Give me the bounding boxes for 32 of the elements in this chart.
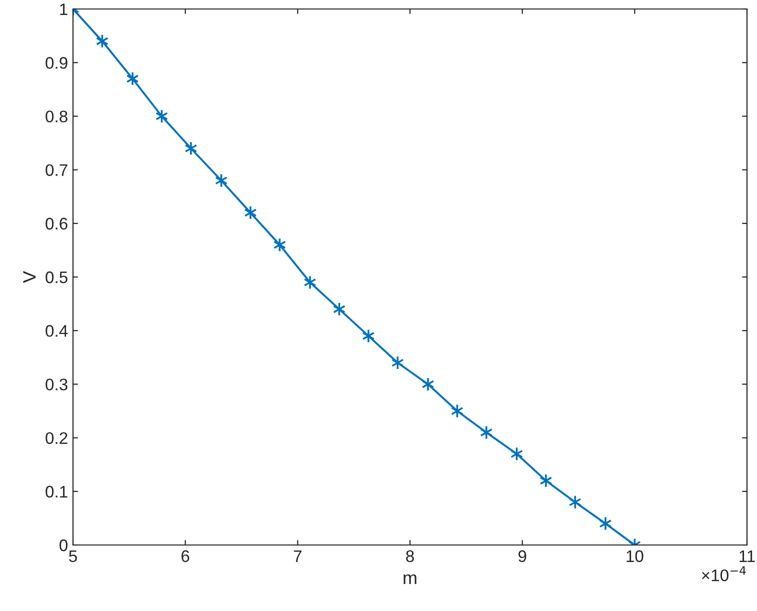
point [540, 474, 552, 488]
point [391, 356, 404, 370]
point [304, 275, 316, 290]
point [480, 425, 493, 440]
point [184, 141, 198, 156]
x-tick-label: 5 [69, 550, 77, 562]
y-tick-label: 0.2 [46, 432, 68, 444]
x-tick-label: 6 [182, 550, 190, 562]
point [362, 328, 375, 344]
point [126, 72, 139, 86]
y-tick-label: 0 [60, 539, 68, 552]
y-tick-label: 0.6 [46, 218, 68, 230]
x-tick-label: 9 [518, 550, 526, 562]
y-tick-label: 0.4 [46, 325, 68, 337]
y-tick-label: 0.8 [46, 110, 68, 122]
x-tick-label: 7 [294, 550, 302, 562]
x-axis-title: m [404, 574, 416, 584]
y-axis-title: V [23, 271, 36, 283]
x-tick-label: 11 [740, 550, 755, 562]
y-tick-label: 0.3 [46, 378, 68, 390]
text: ×10$^{−4}$ [702, 566, 746, 582]
y-tick-label: 1 [60, 4, 68, 16]
y-tick-label: 0.5 [46, 271, 68, 284]
point [599, 516, 612, 531]
point [244, 206, 257, 220]
y-tick-label: 0.1 [46, 486, 68, 498]
y-tick-label: 0.9 [46, 57, 68, 69]
y-tick-label: 0.7 [46, 164, 68, 176]
x-tick-label: 10 [626, 550, 644, 562]
x-tick-label: 8 [406, 550, 414, 562]
point [568, 494, 582, 510]
point [422, 377, 434, 392]
